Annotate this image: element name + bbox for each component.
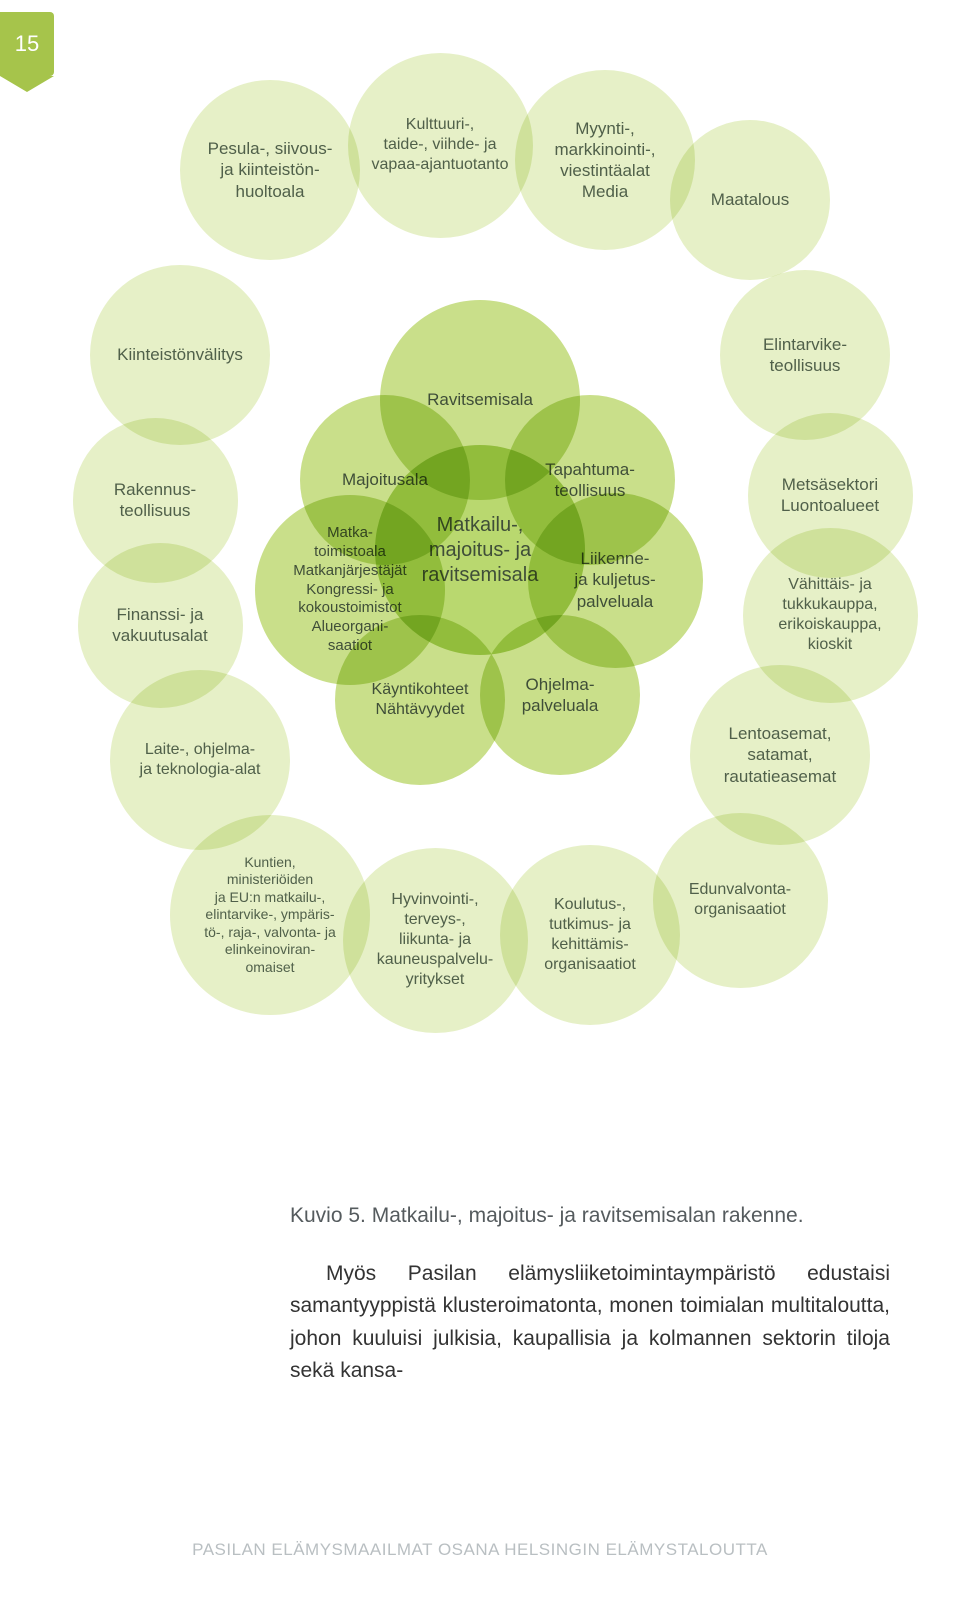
outer-bubble-7-label: Metsäsektori Luontoalueet [775,468,885,523]
body-text: Myös Pasilan elämysliiketoimintaympärist… [290,1258,890,1388]
center-bubble-label: Matkailu-, majoitus- ja ravitsemisala [416,507,545,594]
center-bubble: Matkailu-, majoitus- ja ravitsemisala [375,445,585,655]
outer-bubble-14-label: Koulutus-, tutkimus- ja kehittämis- orga… [538,889,642,981]
inner-bubble-0-label: Ravitsemisala [421,383,539,416]
page-number-tab: 15 [0,12,54,76]
outer-bubble-13-label: Hyvinvointi-, terveys-, liikunta- ja kau… [371,884,500,996]
inner-bubble-6-label: Ohjelma- palveluala [516,668,605,723]
outer-bubble-5: Elintarvike- teollisuus [720,270,890,440]
outer-bubble-4-label: Kiinteistönvälitys [111,338,249,371]
figure-caption: Kuvio 5. Matkailu-, majoitus- ja ravitse… [290,1200,890,1232]
outer-bubble-1-label: Kulttuuri-, taide-, viihde- ja vapaa-aja… [366,109,515,181]
inner-bubble-5-label: Käyntikohteet Nähtävyydet [366,674,475,726]
outer-bubble-9-label: Vähittäis- ja tukkukauppa, erikoiskauppa… [772,569,887,661]
outer-bubble-11-label: Lentoasemat, satamat, rautatieasemat [718,717,842,793]
outer-bubble-15-label: Edunvalvonta- organisaatiot [683,874,797,926]
outer-bubble-6-label: Rakennus- teollisuus [108,473,202,528]
cluster-diagram: Pesula-, siivous- ja kiinteistön- huolto… [60,60,900,1120]
outer-bubble-3-label: Maatalous [705,183,795,216]
outer-bubble-1: Kulttuuri-, taide-, viihde- ja vapaa-aja… [348,53,533,238]
page-footer: PASILAN ELÄMYSMAAILMAT OSANA HELSINGIN E… [0,1540,960,1560]
outer-bubble-0-label: Pesula-, siivous- ja kiinteistön- huolto… [202,132,339,208]
outer-bubble-4: Kiinteistönvälitys [90,265,270,445]
outer-bubble-12-label: Kuntien, ministeriöiden ja EU:n matkailu… [198,848,342,983]
page: 15 Pesula-, siivous- ja kiinteistön- huo… [0,0,960,1612]
caption-block: Kuvio 5. Matkailu-, majoitus- ja ravitse… [290,1200,890,1388]
outer-bubble-10-label: Laite-, ohjelma- ja teknologia-alat [134,734,267,786]
outer-bubble-2-label: Myynti-, markkinointi-, viestintäalat Me… [548,112,661,209]
page-number: 15 [15,31,39,57]
outer-bubble-15: Edunvalvonta- organisaatiot [653,813,828,988]
outer-bubble-8-label: Finanssi- ja vakuutusalat [106,598,213,653]
outer-bubble-0: Pesula-, siivous- ja kiinteistön- huolto… [180,80,360,260]
outer-bubble-14: Koulutus-, tutkimus- ja kehittämis- orga… [500,845,680,1025]
outer-bubble-5-label: Elintarvike- teollisuus [757,328,853,383]
outer-bubble-12: Kuntien, ministeriöiden ja EU:n matkailu… [170,815,370,1015]
outer-bubble-3: Maatalous [670,120,830,280]
outer-bubble-2: Myynti-, markkinointi-, viestintäalat Me… [515,70,695,250]
